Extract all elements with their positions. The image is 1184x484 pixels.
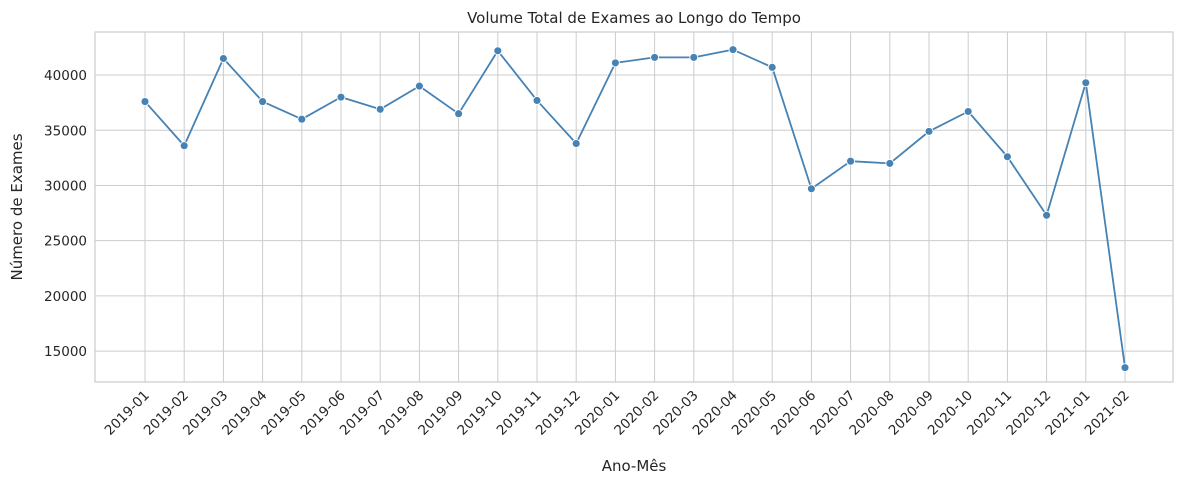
data-point	[414, 81, 424, 91]
y-tick-label: 25000	[44, 234, 87, 250]
data-point	[767, 62, 777, 72]
data-point	[336, 92, 346, 102]
y-tick-labels: 15000 20000 25000 30000 35000 40000	[44, 68, 87, 360]
plot-frame	[94, 31, 1174, 383]
data-point	[689, 52, 699, 62]
x-tick-labels: 2019-012019-022019-032019-042019-052019-…	[102, 388, 1133, 439]
series-line	[144, 48, 1126, 368]
data-point	[297, 114, 307, 124]
data-point	[963, 107, 973, 116]
data-point	[140, 97, 150, 107]
data-point	[218, 54, 228, 63]
y-tick-label: 30000	[44, 178, 87, 194]
data-point	[610, 58, 620, 68]
data-point	[1042, 210, 1052, 220]
chart-title: Volume Total de Exames ao Longo do Tempo	[467, 9, 801, 27]
data-point	[1120, 363, 1130, 373]
y-tick-label: 15000	[44, 344, 87, 360]
data-point	[258, 97, 268, 107]
data-point	[179, 141, 189, 151]
y-tick-label: 35000	[44, 123, 87, 139]
y-axis-label: Número de Exames	[8, 133, 26, 280]
x-axis-label: Ano-Mês	[602, 457, 667, 475]
y-tick-label: 40000	[44, 68, 87, 84]
data-point	[650, 52, 660, 62]
data-points	[140, 45, 1130, 373]
data-point	[532, 96, 542, 105]
data-point	[885, 158, 895, 168]
data-point	[493, 46, 503, 56]
data-point	[571, 139, 581, 148]
data-point	[454, 109, 464, 119]
data-point	[924, 126, 934, 136]
data-point	[846, 156, 856, 166]
data-point	[375, 104, 385, 114]
grid	[95, 32, 1173, 382]
data-point	[1081, 78, 1091, 88]
data-point	[806, 184, 816, 194]
data-point	[728, 45, 738, 55]
y-tick-label: 20000	[44, 289, 87, 305]
data-point	[1002, 152, 1012, 162]
